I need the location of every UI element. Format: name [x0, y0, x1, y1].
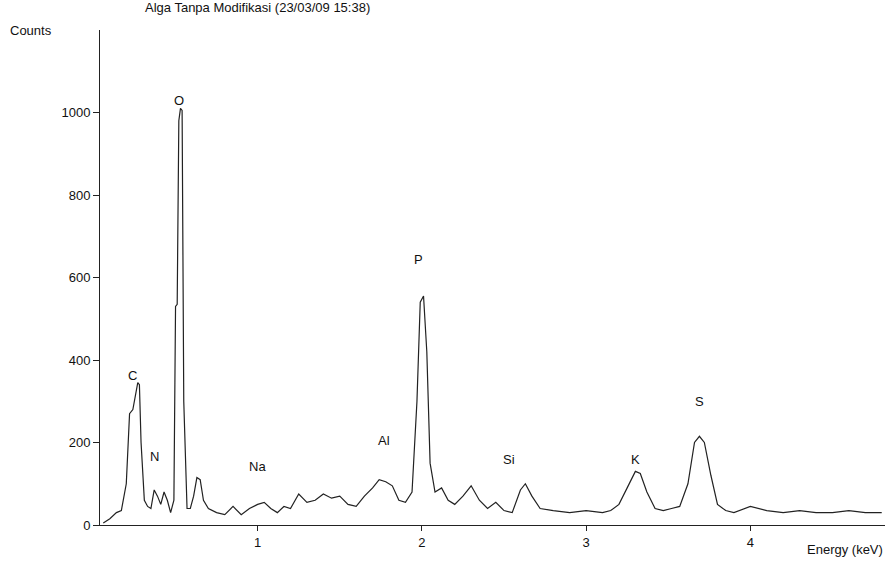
svg-text:P: P	[414, 252, 423, 267]
svg-text:200: 200	[69, 435, 91, 450]
svg-text:0: 0	[83, 518, 90, 533]
svg-text:K: K	[631, 452, 640, 467]
svg-text:1: 1	[254, 535, 261, 550]
svg-text:C: C	[128, 368, 137, 383]
svg-text:O: O	[174, 93, 184, 108]
svg-text:Counts: Counts	[10, 23, 52, 38]
svg-text:Si: Si	[503, 452, 515, 467]
svg-text:Alga Tanpa Modifikasi (23/03/0: Alga Tanpa Modifikasi (23/03/09 15:38)	[145, 0, 370, 15]
svg-text:S: S	[695, 394, 704, 409]
svg-text:1000: 1000	[61, 105, 90, 120]
svg-text:800: 800	[69, 188, 91, 203]
svg-text:N: N	[150, 449, 159, 464]
svg-text:600: 600	[69, 270, 91, 285]
svg-text:Al: Al	[378, 433, 390, 448]
svg-text:2: 2	[418, 535, 425, 550]
svg-text:400: 400	[69, 353, 91, 368]
svg-text:3: 3	[582, 535, 589, 550]
svg-text:Na: Na	[249, 459, 266, 474]
svg-text:4: 4	[747, 535, 754, 550]
svg-text:Energy (keV): Energy (keV)	[807, 542, 883, 557]
